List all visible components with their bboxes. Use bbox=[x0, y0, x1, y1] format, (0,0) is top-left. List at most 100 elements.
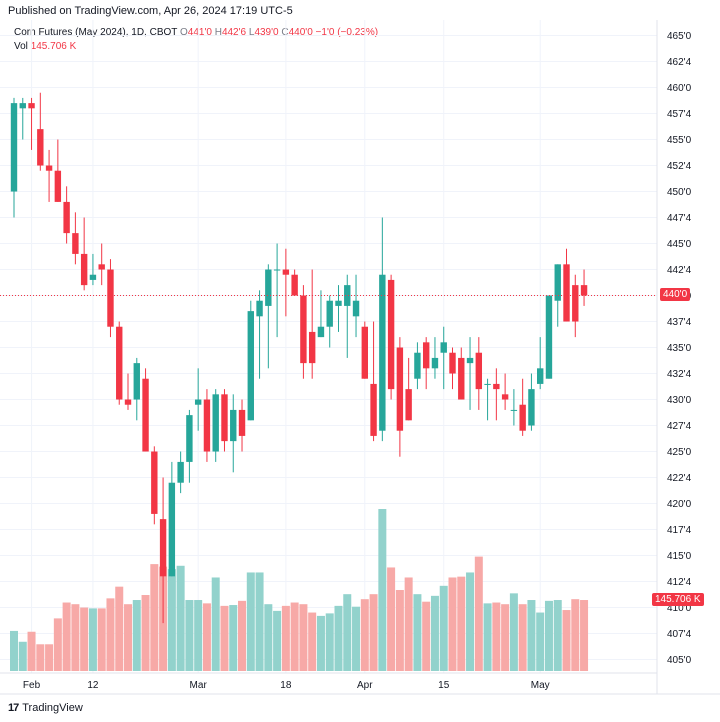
volume-bar bbox=[378, 509, 387, 671]
volume-bar bbox=[325, 613, 334, 671]
candle-body bbox=[387, 279, 395, 390]
candle-body bbox=[326, 300, 333, 327]
volume-bar bbox=[299, 604, 308, 671]
candle-body bbox=[563, 264, 570, 322]
candle-body bbox=[186, 415, 193, 462]
candle-body bbox=[230, 409, 237, 442]
volume-bar bbox=[430, 595, 439, 671]
price-tick-label: 417'4 bbox=[667, 525, 692, 536]
volume-bar bbox=[62, 602, 71, 671]
candle-body bbox=[370, 383, 377, 436]
price-tick-label: 420'0 bbox=[667, 499, 692, 510]
candle-body bbox=[379, 274, 386, 431]
price-tick-label: 430'0 bbox=[667, 395, 692, 406]
price-tick-label: 405'0 bbox=[667, 655, 692, 666]
candle-body bbox=[396, 347, 404, 431]
time-axis[interactable]: Feb 12 Mar 18 Apr 15 May bbox=[23, 680, 550, 691]
volume-bar bbox=[422, 601, 431, 671]
candle-body bbox=[458, 357, 465, 400]
candle-body bbox=[528, 389, 535, 426]
candle-body bbox=[98, 264, 105, 270]
change-value: −1'0 (−0.23%) bbox=[315, 27, 379, 38]
volume-bar bbox=[352, 606, 361, 671]
candle-body bbox=[493, 383, 500, 390]
volume-bar bbox=[36, 644, 45, 671]
candle-body bbox=[335, 300, 342, 306]
close-label: C bbox=[281, 27, 289, 38]
volume-bar bbox=[492, 602, 501, 671]
time-tick-label: 12 bbox=[87, 680, 99, 691]
candle-body bbox=[107, 269, 114, 327]
candle-body bbox=[45, 165, 53, 171]
candle-body bbox=[151, 451, 158, 514]
candle-body bbox=[19, 103, 26, 109]
candle-body bbox=[238, 409, 246, 436]
candle-body bbox=[256, 300, 263, 317]
candle-body bbox=[344, 285, 351, 306]
candle-body bbox=[221, 394, 228, 442]
volume-label: Vol bbox=[14, 41, 28, 52]
candle-body bbox=[449, 352, 456, 374]
volume-bar bbox=[281, 605, 290, 671]
volume-bar bbox=[106, 598, 115, 671]
volume-bar bbox=[580, 600, 589, 671]
volume-bar bbox=[88, 608, 97, 671]
volume-bar bbox=[238, 600, 247, 671]
close-value: 440'0 bbox=[288, 27, 313, 38]
volume-bar bbox=[483, 603, 492, 671]
volume-bar bbox=[97, 608, 106, 671]
low-label: L bbox=[248, 27, 255, 38]
tradingview-logo-icon: 17 bbox=[8, 702, 19, 714]
volume-bar bbox=[124, 604, 133, 671]
price-tick-label: 450'0 bbox=[667, 187, 692, 198]
candle-body bbox=[203, 399, 211, 452]
volume-bar bbox=[334, 605, 343, 671]
price-axis[interactable]: 465'0 462'4 460'0 457'4 455'0 452'4 450'0 447'4… bbox=[667, 31, 692, 666]
volume-bar bbox=[141, 595, 150, 671]
price-tick-label: 445'0 bbox=[667, 239, 692, 250]
price-tick-label: 422'4 bbox=[667, 473, 692, 484]
price-tick-label: 415'0 bbox=[667, 551, 692, 562]
candle-body bbox=[273, 269, 281, 271]
volume-bar bbox=[194, 600, 203, 671]
volume-bar bbox=[273, 610, 282, 671]
volume-bar bbox=[387, 567, 396, 671]
volume-bar bbox=[211, 577, 220, 671]
volume-bar bbox=[132, 600, 141, 671]
volume-bar bbox=[413, 594, 422, 671]
volume-bar bbox=[229, 605, 238, 671]
candle-body bbox=[10, 103, 18, 192]
volume-bar bbox=[18, 641, 27, 671]
candle-body bbox=[484, 383, 491, 385]
volume-bar bbox=[53, 618, 62, 671]
price-tick-label: 442'4 bbox=[667, 265, 692, 276]
volume-bar bbox=[71, 604, 80, 671]
price-tick-label: 465'0 bbox=[667, 31, 692, 42]
open-label: O bbox=[179, 27, 188, 38]
candle-body bbox=[422, 342, 430, 369]
volume-bar bbox=[185, 600, 194, 671]
candle-body bbox=[159, 519, 167, 577]
candle-body bbox=[545, 295, 553, 379]
candle-body bbox=[63, 201, 70, 234]
volume-bar bbox=[246, 572, 255, 671]
footer-brand[interactable]: TradingView bbox=[22, 702, 83, 714]
volume-bar bbox=[10, 630, 18, 671]
time-tick-label: Mar bbox=[190, 680, 208, 691]
candle-body bbox=[572, 285, 579, 322]
low-value: 439'0 bbox=[254, 27, 279, 38]
candle-body bbox=[414, 352, 421, 379]
volume-bar bbox=[509, 593, 518, 671]
volume-bar bbox=[167, 569, 176, 671]
grid bbox=[0, 20, 657, 673]
candle-body bbox=[580, 285, 588, 296]
price-tick-label: 427'4 bbox=[667, 421, 692, 432]
time-tick-label: Apr bbox=[357, 680, 373, 691]
price-tick-label: 407'4 bbox=[667, 629, 692, 640]
high-label: H bbox=[214, 27, 222, 38]
candle-body bbox=[37, 129, 44, 166]
price-tick-label: 455'0 bbox=[667, 135, 692, 146]
candle-body bbox=[537, 368, 544, 384]
time-tick-label: 18 bbox=[280, 680, 292, 691]
